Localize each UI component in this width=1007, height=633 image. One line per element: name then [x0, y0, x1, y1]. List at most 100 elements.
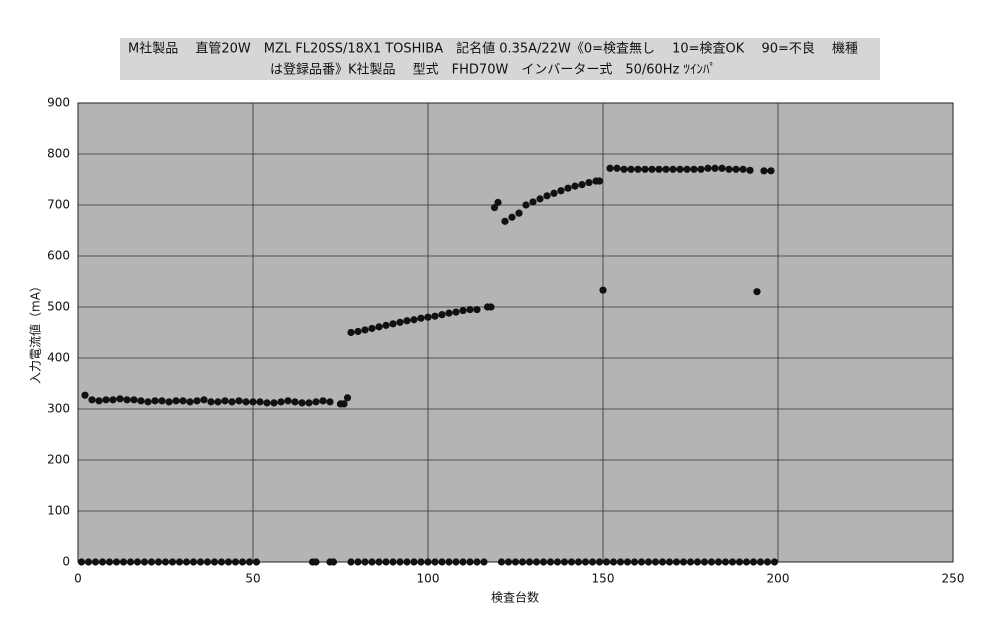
data-point [707, 558, 716, 566]
data-point [277, 398, 285, 406]
data-point [438, 311, 446, 319]
data-point [620, 165, 628, 173]
data-point [648, 165, 656, 173]
data-point [473, 305, 481, 314]
x-tick-label: 250 [942, 572, 965, 586]
data-point [616, 558, 625, 566]
data-point [644, 558, 653, 566]
data-point [263, 399, 271, 407]
data-point [658, 558, 667, 566]
y-tick-label: 800 [47, 147, 70, 161]
data-point [284, 397, 292, 405]
data-point [553, 558, 562, 566]
data-point [123, 396, 131, 404]
data-point [466, 558, 474, 566]
data-point [438, 558, 446, 566]
data-point [91, 558, 100, 566]
data-point [473, 558, 481, 566]
data-point [144, 398, 152, 406]
data-point [305, 399, 313, 407]
data-point [511, 558, 520, 566]
data-point [312, 398, 320, 406]
data-point [347, 558, 355, 566]
data-point [189, 558, 198, 566]
y-tick-label: 700 [47, 198, 70, 212]
data-point [700, 558, 709, 566]
data-point [140, 558, 149, 566]
data-point [508, 213, 516, 221]
data-point [536, 195, 544, 203]
data-point [396, 558, 404, 566]
data-point [119, 558, 128, 566]
x-tick-label: 50 [245, 572, 260, 586]
data-point [102, 396, 110, 404]
data-point [539, 558, 548, 566]
data-point [396, 318, 404, 326]
data-point [690, 165, 698, 173]
data-point [431, 312, 439, 320]
data-point [126, 558, 135, 566]
data-point [749, 558, 758, 566]
data-point [109, 396, 117, 404]
y-tick-label: 600 [47, 249, 70, 263]
data-point [459, 306, 467, 315]
data-point [501, 217, 509, 225]
data-point [459, 558, 467, 566]
data-point [504, 558, 513, 566]
data-point [77, 558, 86, 566]
data-point [452, 308, 460, 316]
data-point [130, 396, 138, 404]
data-point [606, 164, 614, 172]
data-point [560, 558, 569, 566]
data-point [767, 167, 775, 175]
data-point [424, 558, 432, 566]
data-point [753, 288, 761, 296]
data-point [760, 167, 768, 175]
data-point [242, 398, 250, 406]
data-point [466, 305, 474, 314]
data-point [595, 558, 604, 566]
data-point [763, 558, 772, 566]
data-point [158, 397, 166, 405]
data-point [207, 398, 215, 406]
data-point [683, 165, 691, 173]
data-point [452, 558, 460, 566]
data-point [389, 320, 397, 328]
data-point [249, 398, 257, 406]
data-point [217, 558, 226, 566]
data-point [595, 177, 604, 185]
data-point [221, 397, 229, 405]
data-point [676, 165, 684, 173]
data-point [578, 181, 586, 189]
data-point [550, 189, 558, 197]
data-point [403, 558, 411, 566]
data-point [228, 398, 236, 406]
data-point [431, 558, 439, 566]
data-point [368, 324, 376, 333]
data-point [410, 558, 418, 566]
data-point [693, 558, 702, 566]
data-point [154, 558, 163, 566]
data-point [497, 558, 506, 566]
data-point [210, 558, 219, 566]
data-point [168, 558, 177, 566]
data-point [686, 558, 695, 566]
data-point [133, 558, 142, 566]
data-point [291, 398, 299, 406]
data-point [382, 321, 390, 329]
data-point [445, 558, 453, 566]
data-point [721, 558, 730, 566]
data-point [641, 165, 649, 173]
data-point [361, 326, 369, 334]
data-point [382, 558, 390, 566]
data-point [375, 323, 383, 331]
data-point [298, 399, 306, 407]
data-point [231, 558, 240, 566]
data-point [319, 397, 327, 405]
data-point [588, 558, 597, 566]
data-point [714, 558, 723, 566]
data-point [669, 165, 677, 173]
data-point [112, 558, 121, 566]
data-point [525, 558, 534, 566]
data-point [375, 558, 383, 566]
